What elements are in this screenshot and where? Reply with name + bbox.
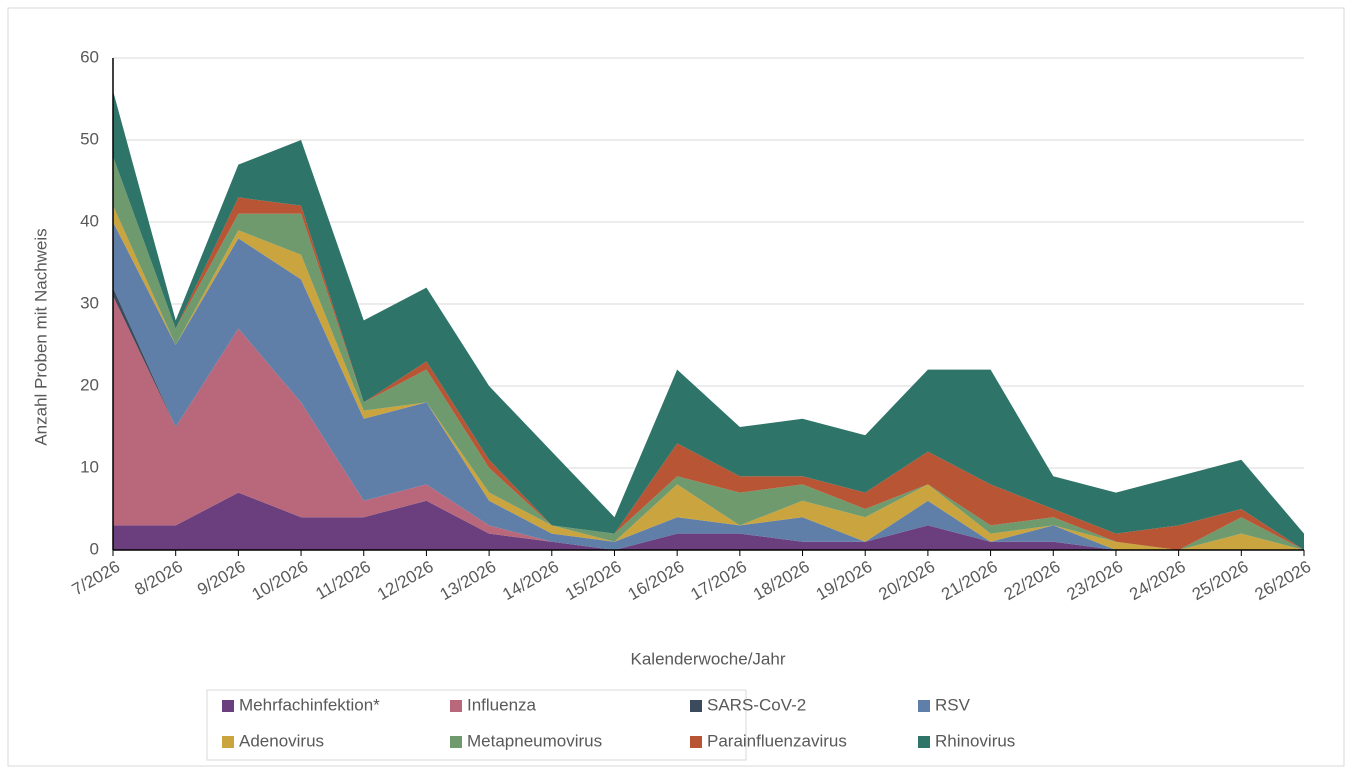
x-tick-label: 14/2026 (499, 557, 562, 604)
x-tick-label: 21/2026 (938, 557, 1001, 604)
y-tick-label: 50 (80, 129, 99, 148)
y-tick-label: 10 (80, 457, 99, 476)
legend-swatch (222, 700, 234, 712)
x-tick-label: 8/2026 (131, 557, 186, 599)
y-tick-label: 40 (80, 211, 99, 230)
legend-label: Metapneumovirus (467, 731, 602, 750)
x-tick-label: 10/2026 (249, 557, 312, 604)
area (113, 90, 1304, 551)
x-tick-label: 7/2026 (69, 557, 124, 599)
legend-swatch (450, 736, 462, 748)
y-tick-label: 60 (80, 47, 99, 66)
legend-swatch (918, 700, 930, 712)
area (113, 156, 1304, 550)
legend-swatch (222, 736, 234, 748)
x-axis-title: Kalenderwoche/Jahr (631, 649, 786, 668)
y-axis-title: Anzahl Proben mit Nachweis (31, 228, 50, 445)
legend-swatch (918, 736, 930, 748)
x-tick-label: 12/2026 (374, 557, 437, 604)
x-tick-label: 13/2026 (437, 557, 500, 604)
y-tick-label: 30 (80, 293, 99, 312)
x-tick-label: 23/2026 (1063, 557, 1126, 604)
y-tick-label: 0 (90, 539, 99, 558)
legend-label: SARS-CoV-2 (707, 695, 806, 714)
x-tick-label: 25/2026 (1189, 557, 1252, 604)
x-tick-label: 20/2026 (875, 557, 938, 604)
legend-label: Mehrfachinfektion* (239, 695, 380, 714)
x-tick-label: 17/2026 (687, 557, 750, 604)
legend-label: Adenovirus (239, 731, 324, 750)
x-tick-label: 11/2026 (312, 557, 374, 604)
legend-label: Parainfluenzavirus (707, 731, 847, 750)
x-tick-label: 15/2026 (562, 557, 625, 604)
x-tick-label: 26/2026 (1252, 557, 1315, 604)
x-tick-label: 19/2026 (813, 557, 876, 604)
x-tick-label: 18/2026 (750, 557, 813, 604)
x-tick-label: 24/2026 (1126, 557, 1189, 604)
legend-label: Rhinovirus (935, 731, 1015, 750)
x-tick-label: 22/2026 (1001, 557, 1064, 604)
legend-label: Influenza (467, 695, 537, 714)
x-tick-label: 16/2026 (625, 557, 688, 604)
legend-swatch (690, 736, 702, 748)
y-tick-label: 20 (80, 375, 99, 394)
legend-swatch (690, 700, 702, 712)
chart-border (7, 7, 1345, 767)
legend-box (206, 689, 747, 761)
x-tick-label: 9/2026 (194, 557, 249, 599)
legend-label: RSV (935, 695, 971, 714)
area (113, 492, 1304, 550)
area (113, 222, 1304, 550)
legend-swatch (450, 700, 462, 712)
